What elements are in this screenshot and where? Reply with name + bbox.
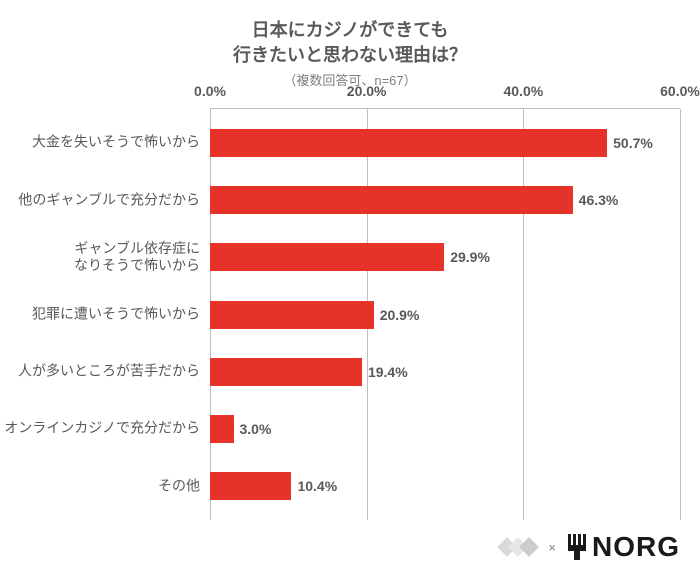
norg-text: NORG (592, 531, 680, 563)
bar-value-label: 29.9% (450, 249, 490, 265)
bar-value-label: 19.4% (368, 364, 408, 380)
chart-container: 日本にカジノができても 行きたいと思わない理由は？ （複数回答可、n=67） 大… (0, 0, 700, 575)
category-label: 他のギャンブルで充分だから (0, 191, 200, 208)
fork-icon (568, 534, 590, 560)
category-label: オンラインカジノで充分だから (0, 420, 200, 437)
bar: 46.3% (210, 186, 573, 214)
logo-multiply-icon: × (548, 540, 556, 555)
plot-area: 大金を失いそうで怖いから他のギャンブルで充分だからギャンブル依存症に なりそうで… (0, 108, 680, 520)
title-block: 日本にカジノができても 行きたいと思わない理由は？ （複数回答可、n=67） (0, 18, 700, 89)
logo-area: × NORG (503, 531, 680, 563)
bar-value-label: 50.7% (613, 135, 653, 151)
diamonds-logo (503, 540, 536, 554)
norg-logo: NORG (568, 531, 680, 563)
bar: 29.9% (210, 243, 444, 271)
bar-value-label: 10.4% (297, 478, 337, 494)
bar: 50.7% (210, 129, 607, 157)
x-axis-tick-label: 0.0% (194, 83, 226, 99)
y-axis-labels: 大金を失いそうで怖いから他のギャンブルで充分だからギャンブル依存症に なりそうで… (0, 108, 210, 520)
bar: 3.0% (210, 415, 234, 443)
grid-line (523, 109, 524, 520)
x-axis-tick-label: 60.0% (660, 83, 700, 99)
category-label: 犯罪に遭いそうで怖いから (0, 306, 200, 323)
category-label: 人が多いところが苦手だから (0, 363, 200, 380)
chart-title-line2: 行きたいと思わない理由は？ (0, 43, 700, 68)
diamond-icon (520, 537, 540, 557)
x-axis-tick-label: 40.0% (503, 83, 543, 99)
bar: 19.4% (210, 358, 362, 386)
bar: 20.9% (210, 301, 374, 329)
category-label: ギャンブル依存症に なりそうで怖いから (0, 240, 200, 274)
category-label: 大金を失いそうで怖いから (0, 134, 200, 151)
bar-value-label: 20.9% (380, 307, 420, 323)
bar: 10.4% (210, 472, 291, 500)
grid-line (680, 109, 681, 520)
bar-value-label: 46.3% (579, 192, 619, 208)
bars-area: 0.0%20.0%40.0%60.0%50.7%46.3%29.9%20.9%1… (210, 108, 680, 520)
category-label: その他 (0, 477, 200, 494)
chart-title-line1: 日本にカジノができても (0, 18, 700, 43)
bar-value-label: 3.0% (240, 421, 272, 437)
x-axis-tick-label: 20.0% (347, 83, 387, 99)
